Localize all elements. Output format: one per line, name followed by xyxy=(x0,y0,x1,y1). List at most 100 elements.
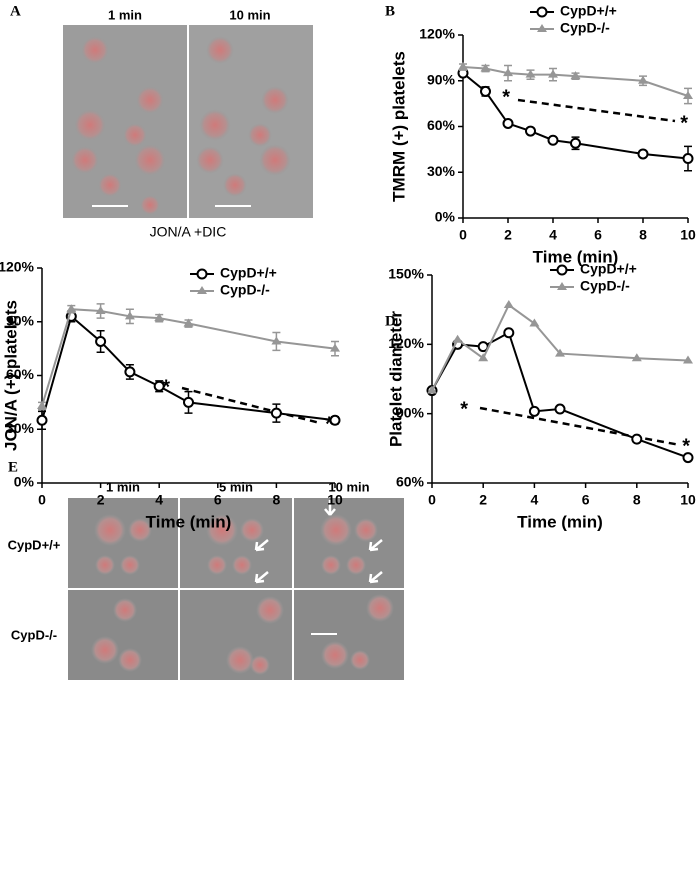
data-point xyxy=(683,355,693,364)
x-tick-label: 6 xyxy=(594,227,602,243)
data-point xyxy=(554,403,566,415)
arrows xyxy=(254,500,383,584)
data-point xyxy=(124,311,135,320)
legend-marker xyxy=(537,24,547,32)
y-tick-label: 0% xyxy=(14,474,35,490)
cells xyxy=(71,36,291,215)
panel-label: B xyxy=(385,3,395,19)
legend-marker xyxy=(557,282,567,290)
x-tick-label: 0 xyxy=(38,492,46,508)
x-tick-label: 2 xyxy=(504,227,512,243)
x-tick-label: 4 xyxy=(549,227,557,243)
data-point xyxy=(503,300,514,309)
data-point xyxy=(458,62,468,71)
y-tick-label: 90% xyxy=(427,71,456,87)
y-tick-label: 30% xyxy=(427,163,456,179)
x-tick-label: 2 xyxy=(479,492,487,508)
y-tick-label: 60% xyxy=(427,117,456,133)
data-point xyxy=(271,336,282,345)
data-point xyxy=(638,75,648,84)
x-tick-label: 8 xyxy=(639,227,647,243)
data-point xyxy=(682,452,694,464)
data-point xyxy=(478,353,489,362)
x-tick-label: 10 xyxy=(680,227,696,243)
x-tick-label: 0 xyxy=(428,492,436,508)
y-tick-label: 120% xyxy=(388,335,424,351)
legend-label: CypD+/+ xyxy=(220,265,277,281)
data-point xyxy=(570,137,581,149)
y-tick-label: 90% xyxy=(396,404,425,420)
legend-label: CypD-/- xyxy=(560,20,610,36)
data-point xyxy=(631,433,643,445)
caption: JON/A +DIC xyxy=(150,224,227,240)
x-axis-label: Time (min) xyxy=(517,512,603,531)
data-point xyxy=(503,327,515,339)
panel-label: C xyxy=(8,313,19,329)
data-point xyxy=(683,91,693,99)
x-axis-label: Time (min) xyxy=(146,512,232,531)
data-point xyxy=(66,304,77,313)
trend-dash xyxy=(517,98,676,123)
y-tick-label: 150% xyxy=(388,266,424,282)
data-point xyxy=(36,414,48,426)
data-point xyxy=(480,63,491,72)
series-line xyxy=(462,66,689,97)
row-label: CypD-/- xyxy=(11,627,57,642)
data-point xyxy=(570,71,581,80)
legend-label: CypD+/+ xyxy=(580,261,637,277)
y-tick-label: 0% xyxy=(435,209,456,225)
significance: * xyxy=(680,112,688,134)
legend-label: CypD+/+ xyxy=(560,3,617,19)
data-point xyxy=(154,313,165,322)
data-point xyxy=(183,318,194,327)
x-tick-label: 10 xyxy=(327,492,343,508)
y-tick-label: 120% xyxy=(419,26,455,42)
data-point xyxy=(502,117,514,129)
data-point xyxy=(183,396,194,408)
data-point xyxy=(330,343,340,352)
legend-marker xyxy=(196,268,208,280)
series-line xyxy=(41,308,336,407)
x-tick-label: 0 xyxy=(459,227,467,243)
data-point xyxy=(548,69,558,78)
significance: * xyxy=(460,398,468,420)
series-line xyxy=(431,303,689,392)
row-label: CypD+/+ xyxy=(8,537,61,552)
significance: * xyxy=(162,376,170,398)
legend-marker xyxy=(556,264,568,276)
data-point xyxy=(153,380,165,392)
y-axis-label: JON/A (+) platelets xyxy=(1,300,20,451)
time-label: 10 min xyxy=(229,7,270,22)
series-line xyxy=(41,314,336,422)
x-tick-label: 6 xyxy=(214,492,222,508)
time-label: 5 min xyxy=(219,479,253,494)
data-point xyxy=(427,385,437,394)
data-point xyxy=(547,134,559,146)
x-tick-label: 4 xyxy=(155,492,163,508)
data-point xyxy=(555,348,565,357)
y-tick-label: 30% xyxy=(6,420,35,436)
data-point xyxy=(270,407,282,419)
data-point xyxy=(525,125,536,137)
data-point xyxy=(637,148,649,160)
legend-marker xyxy=(197,286,207,294)
data-point xyxy=(682,153,694,165)
data-point xyxy=(503,68,513,77)
data-point xyxy=(95,306,106,314)
data-point xyxy=(525,69,536,78)
data-point xyxy=(480,85,491,97)
y-axis-label: TMRM (+) platelets xyxy=(389,51,408,202)
time-label: 1 min xyxy=(106,479,140,494)
x-tick-label: 10 xyxy=(680,492,696,508)
x-tick-label: 8 xyxy=(273,492,281,508)
x-tick-label: 4 xyxy=(531,492,539,508)
data-point xyxy=(37,400,47,409)
x-tick-label: 2 xyxy=(97,492,105,508)
trend-dash xyxy=(181,386,321,425)
data-point xyxy=(124,366,136,378)
y-tick-label: 120% xyxy=(0,259,35,275)
data-point xyxy=(452,334,463,343)
data-point xyxy=(329,414,341,426)
x-tick-label: 6 xyxy=(582,492,590,508)
